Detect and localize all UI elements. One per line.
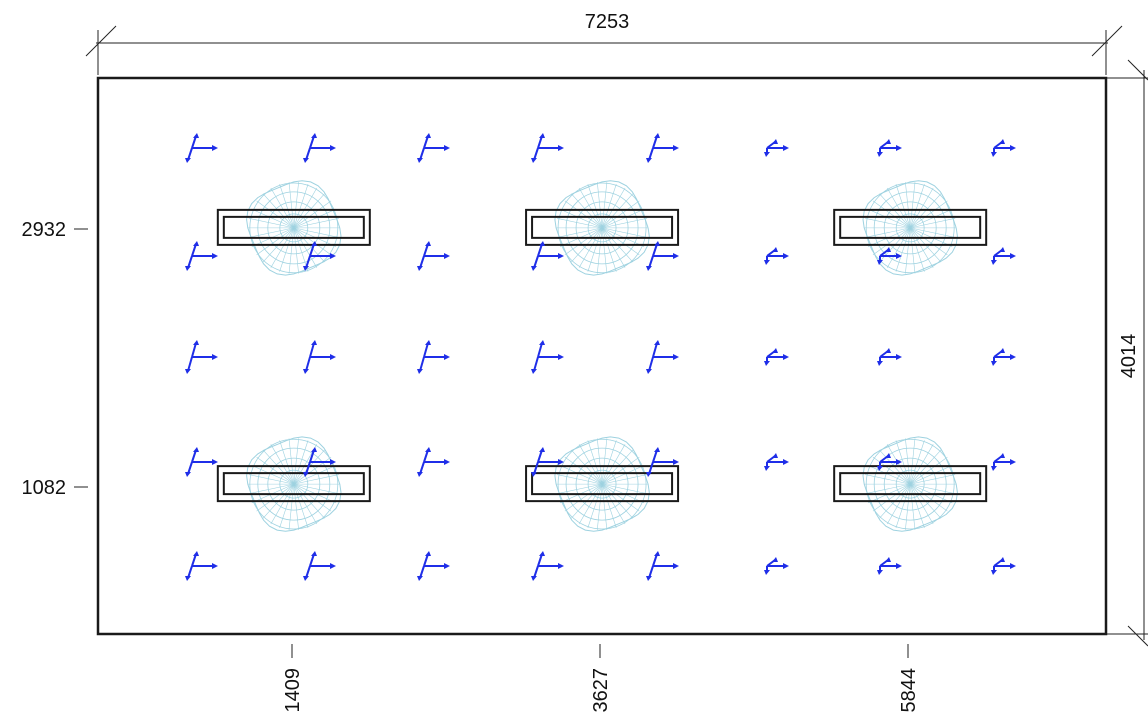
arrow-triad-icon: [531, 133, 564, 163]
arrow-triad-icon: [991, 557, 1016, 575]
light-distribution: [862, 180, 958, 276]
height-dimension: 4014: [1106, 59, 1148, 647]
luminaire: [216, 180, 371, 276]
arrow-triad-icon: [646, 241, 679, 271]
arrow-triad-icon: [877, 139, 902, 157]
luminaire-outer-frame: [525, 465, 680, 503]
luminaire: [525, 436, 680, 532]
luminaire-inner-frame: [222, 215, 365, 239]
arrow-triad-icon: [646, 133, 679, 163]
luminaire-inner-frame: [839, 215, 982, 239]
x-mark-5844: 5844: [898, 644, 920, 713]
x-mark-label: 3627: [590, 668, 612, 713]
height-label: 4014: [1118, 334, 1140, 379]
arrow-triad-icon: [531, 241, 564, 271]
arrow-triad-icon: [764, 557, 789, 575]
arrow-triad-icon: [303, 133, 336, 163]
arrow-triad-icon: [417, 133, 450, 163]
width-label: 7253: [585, 11, 630, 33]
y-mark-label: 2932: [22, 219, 67, 241]
arrow-triad-icon: [991, 139, 1016, 157]
arrow-triad-icon: [877, 348, 902, 366]
light-distribution: [862, 436, 958, 532]
luminaire: [525, 180, 680, 276]
arrow-triad-icon: [185, 447, 218, 477]
arrow-triad-icon: [185, 551, 218, 581]
room-outline: [96, 76, 1108, 636]
arrow-triad-icon: [417, 447, 450, 477]
luminaire-outer-frame: [216, 208, 371, 246]
arrow-triad-icon: [646, 447, 679, 477]
y-mark-2932: 2932: [22, 219, 88, 241]
arrow-triad-icon: [991, 247, 1016, 265]
arrow-triad-icon: [646, 551, 679, 581]
x-mark-label: 5844: [898, 668, 920, 713]
x-mark-label: 1409: [282, 668, 304, 713]
luminaire-outer-frame: [833, 465, 988, 503]
arrow-triad-icon: [417, 241, 450, 271]
arrow-triad-icon: [303, 447, 336, 477]
arrow-triad-icon: [303, 340, 336, 374]
luminaire: [216, 436, 371, 532]
luminaires: [216, 180, 988, 532]
arrow-triad-icon: [303, 241, 336, 271]
luminaire: [833, 436, 988, 532]
x-mark-1409: 1409: [282, 644, 304, 713]
luminaire-outer-frame: [833, 208, 988, 246]
luminaire-inner-frame: [531, 472, 674, 496]
arrow-triad-icon: [185, 340, 218, 374]
width-dimension: 7253: [85, 11, 1123, 75]
measurement-grid: [185, 133, 1016, 581]
light-distribution: [554, 436, 650, 532]
arrow-triad-icon: [764, 247, 789, 265]
luminaire-outer-frame: [216, 465, 371, 503]
arrow-triad-icon: [877, 453, 902, 471]
arrow-triad-icon: [764, 348, 789, 366]
luminaire-inner-frame: [839, 472, 982, 496]
arrow-triad-icon: [991, 348, 1016, 366]
arrow-triad-icon: [531, 447, 564, 477]
y-mark-label: 1082: [22, 477, 67, 499]
luminaire-outer-frame: [525, 208, 680, 246]
arrow-triad-icon: [531, 340, 564, 374]
arrow-triad-icon: [877, 247, 902, 265]
x-mark-3627: 3627: [590, 644, 612, 713]
arrow-triad-icon: [185, 241, 218, 271]
arrow-triad-icon: [303, 551, 336, 581]
light-distribution: [246, 180, 342, 276]
arrow-triad-icon: [417, 340, 450, 374]
luminaire-inner-frame: [222, 472, 365, 496]
luminaire-inner-frame: [531, 215, 674, 239]
y-mark-1082: 1082: [22, 477, 88, 499]
arrow-triad-icon: [531, 551, 564, 581]
light-distribution: [554, 180, 650, 276]
arrow-triad-icon: [991, 453, 1016, 471]
arrow-triad-icon: [646, 340, 679, 374]
light-distribution: [246, 436, 342, 532]
arrow-triad-icon: [877, 557, 902, 575]
arrow-triad-icon: [417, 551, 450, 581]
arrow-triad-icon: [764, 139, 789, 157]
arrow-triad-icon: [185, 133, 218, 163]
arrow-triad-icon: [764, 453, 789, 471]
luminaire: [833, 180, 988, 276]
